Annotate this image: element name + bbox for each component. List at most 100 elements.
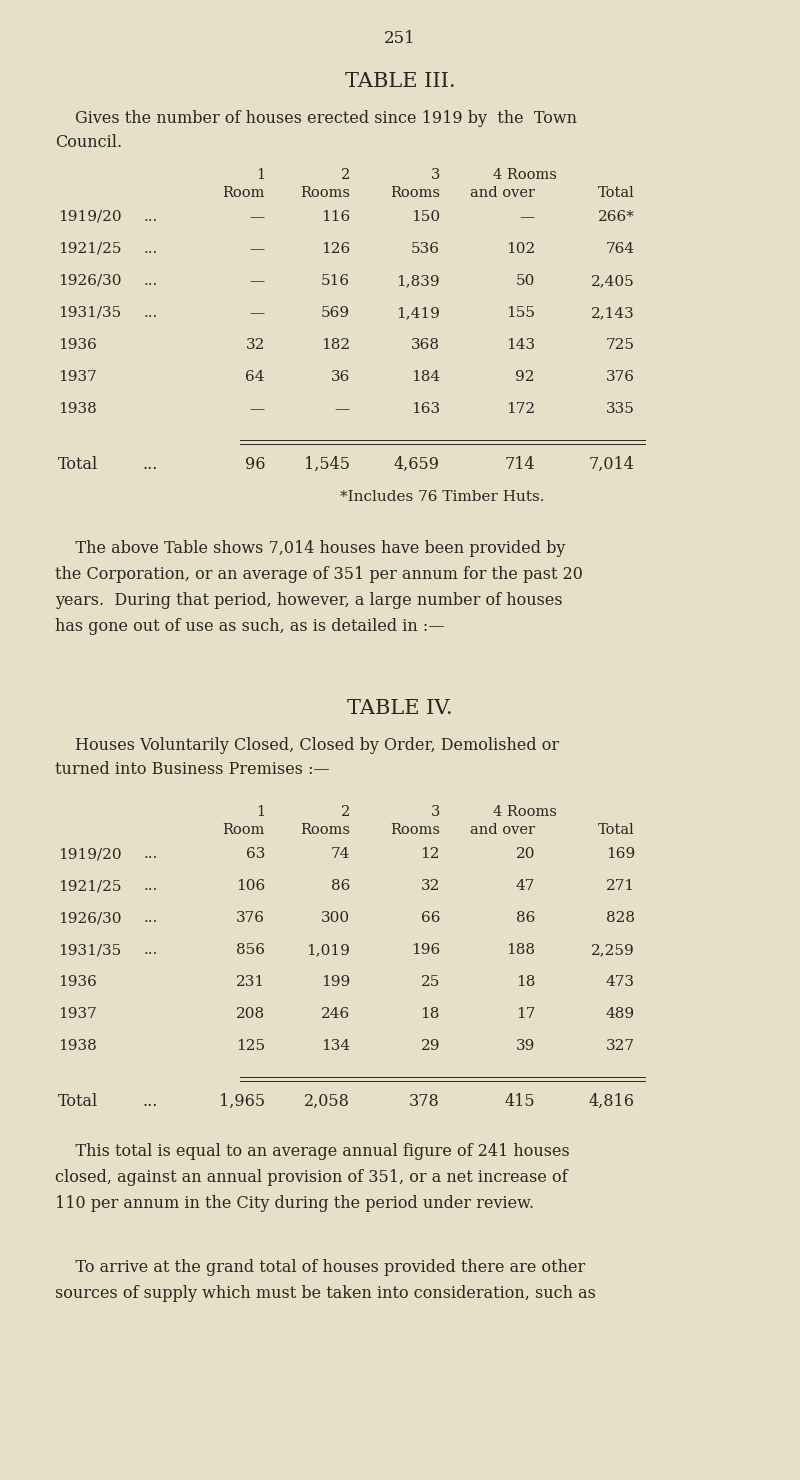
Text: 86: 86 [330, 879, 350, 892]
Text: 102: 102 [506, 243, 535, 256]
Text: Room: Room [222, 823, 265, 838]
Text: 39: 39 [516, 1039, 535, 1052]
Text: 17: 17 [516, 1006, 535, 1021]
Text: 50: 50 [516, 274, 535, 289]
Text: This total is equal to an average annual figure of 241 houses: This total is equal to an average annual… [55, 1143, 570, 1160]
Text: ...: ... [142, 1094, 158, 1110]
Text: Gives the number of houses erected since 1919 by  the  Town: Gives the number of houses erected since… [75, 110, 577, 127]
Text: 32: 32 [421, 879, 440, 892]
Text: Rooms: Rooms [390, 186, 440, 200]
Text: 1,965: 1,965 [219, 1094, 265, 1110]
Text: 2,405: 2,405 [591, 274, 635, 289]
Text: 3: 3 [430, 805, 440, 818]
Text: TABLE IV.: TABLE IV. [347, 699, 453, 718]
Text: 1936: 1936 [58, 975, 97, 989]
Text: 163: 163 [411, 403, 440, 416]
Text: Council.: Council. [55, 135, 122, 151]
Text: 29: 29 [421, 1039, 440, 1052]
Text: 66: 66 [421, 912, 440, 925]
Text: 47: 47 [516, 879, 535, 892]
Text: 2: 2 [341, 169, 350, 182]
Text: 489: 489 [606, 1006, 635, 1021]
Text: and over: and over [470, 186, 535, 200]
Text: 188: 188 [506, 943, 535, 958]
Text: —: — [520, 210, 535, 223]
Text: ...: ... [144, 243, 158, 256]
Text: 1: 1 [256, 169, 265, 182]
Text: 184: 184 [411, 370, 440, 383]
Text: 2: 2 [341, 805, 350, 818]
Text: 155: 155 [506, 306, 535, 320]
Text: 714: 714 [504, 456, 535, 474]
Text: 18: 18 [421, 1006, 440, 1021]
Text: 1,419: 1,419 [396, 306, 440, 320]
Text: 64: 64 [246, 370, 265, 383]
Text: 25: 25 [421, 975, 440, 989]
Text: To arrive at the grand total of houses provided there are other: To arrive at the grand total of houses p… [55, 1259, 586, 1276]
Text: 1919/20: 1919/20 [58, 210, 122, 223]
Text: 1937: 1937 [58, 1006, 97, 1021]
Text: years.  During that period, however, a large number of houses: years. During that period, however, a la… [55, 592, 562, 608]
Text: ...: ... [144, 912, 158, 925]
Text: Total: Total [598, 823, 635, 838]
Text: has gone out of use as such, as is detailed in :—: has gone out of use as such, as is detai… [55, 619, 444, 635]
Text: —: — [250, 243, 265, 256]
Text: —: — [334, 403, 350, 416]
Text: 172: 172 [506, 403, 535, 416]
Text: 1,545: 1,545 [304, 456, 350, 474]
Text: 2,058: 2,058 [304, 1094, 350, 1110]
Text: 536: 536 [411, 243, 440, 256]
Text: 378: 378 [410, 1094, 440, 1110]
Text: ...: ... [144, 306, 158, 320]
Text: 569: 569 [321, 306, 350, 320]
Text: 4,816: 4,816 [589, 1094, 635, 1110]
Text: 150: 150 [411, 210, 440, 223]
Text: 335: 335 [606, 403, 635, 416]
Text: 1,839: 1,839 [396, 274, 440, 289]
Text: the Corporation, or an average of 351 per annum for the past 20: the Corporation, or an average of 351 pe… [55, 565, 583, 583]
Text: 1: 1 [256, 805, 265, 818]
Text: 182: 182 [321, 337, 350, 352]
Text: —: — [250, 210, 265, 223]
Text: —: — [250, 403, 265, 416]
Text: 246: 246 [321, 1006, 350, 1021]
Text: 199: 199 [321, 975, 350, 989]
Text: turned into Business Premises :—: turned into Business Premises :— [55, 761, 330, 778]
Text: 1921/25: 1921/25 [58, 243, 122, 256]
Text: ...: ... [142, 456, 158, 474]
Text: 415: 415 [504, 1094, 535, 1110]
Text: —: — [250, 274, 265, 289]
Text: 376: 376 [236, 912, 265, 925]
Text: Rooms: Rooms [390, 823, 440, 838]
Text: 169: 169 [606, 847, 635, 861]
Text: 1938: 1938 [58, 1039, 97, 1052]
Text: 20: 20 [515, 847, 535, 861]
Text: 134: 134 [321, 1039, 350, 1052]
Text: Rooms: Rooms [300, 823, 350, 838]
Text: 1931/35: 1931/35 [58, 943, 122, 958]
Text: 110 per annum in the City during the period under review.: 110 per annum in the City during the per… [55, 1194, 534, 1212]
Text: 36: 36 [330, 370, 350, 383]
Text: 1937: 1937 [58, 370, 97, 383]
Text: 96: 96 [245, 456, 265, 474]
Text: 4 Rooms: 4 Rooms [493, 169, 557, 182]
Text: 208: 208 [236, 1006, 265, 1021]
Text: *Includes 76 Timber Huts.: *Includes 76 Timber Huts. [340, 490, 545, 505]
Text: 1926/30: 1926/30 [58, 912, 122, 925]
Text: 1936: 1936 [58, 337, 97, 352]
Text: 251: 251 [384, 30, 416, 47]
Text: 266*: 266* [598, 210, 635, 223]
Text: Houses Voluntarily Closed, Closed by Order, Demolished or: Houses Voluntarily Closed, Closed by Ord… [75, 737, 559, 753]
Text: 2,259: 2,259 [591, 943, 635, 958]
Text: 126: 126 [321, 243, 350, 256]
Text: Total: Total [598, 186, 635, 200]
Text: Total: Total [58, 1094, 98, 1110]
Text: Room: Room [222, 186, 265, 200]
Text: 327: 327 [606, 1039, 635, 1052]
Text: TABLE III.: TABLE III. [345, 73, 455, 90]
Text: 116: 116 [321, 210, 350, 223]
Text: 92: 92 [515, 370, 535, 383]
Text: and over: and over [470, 823, 535, 838]
Text: closed, against an annual provision of 351, or a net increase of: closed, against an annual provision of 3… [55, 1169, 568, 1185]
Text: —: — [250, 306, 265, 320]
